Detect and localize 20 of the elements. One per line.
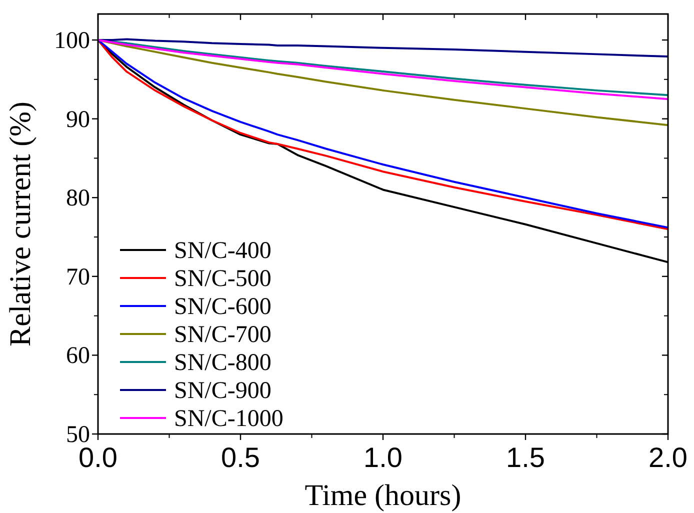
legend-label: SN/C-900 <box>174 378 272 404</box>
legend-label: SN/C-500 <box>174 266 272 292</box>
legend-label: SN/C-600 <box>174 294 272 320</box>
y-tick-label: 70 <box>66 264 90 290</box>
legend-label: SN/C-800 <box>174 350 272 376</box>
x-tick-label: 1.5 <box>506 442 545 473</box>
y-axis-title: Relative current (%) <box>4 102 37 346</box>
x-tick-label: 2.0 <box>648 442 688 473</box>
legend-label: SN/C-1000 <box>174 406 284 432</box>
y-tick-label: 60 <box>66 343 90 370</box>
legend-label: SN/C-400 <box>174 238 272 264</box>
line-series <box>97 38 669 58</box>
x-axis-title: Time (hours) <box>304 479 462 512</box>
line-series <box>97 39 669 126</box>
x-tick-label: 1.0 <box>364 442 402 473</box>
y-tick-label: 80 <box>66 186 90 212</box>
y-tick-label: 90 <box>66 106 90 133</box>
legend-label: SN/C-700 <box>174 322 272 348</box>
y-tick-label: 100 <box>54 28 90 54</box>
x-tick-label: 0.5 <box>221 442 260 473</box>
